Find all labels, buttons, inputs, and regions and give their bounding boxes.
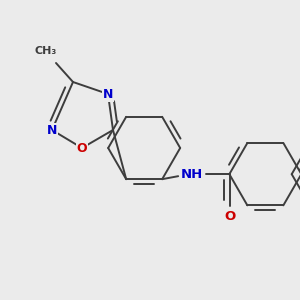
- Text: O: O: [77, 142, 87, 154]
- Text: NH: NH: [181, 168, 203, 181]
- Text: N: N: [103, 88, 113, 100]
- Text: N: N: [47, 124, 57, 136]
- Text: CH₃: CH₃: [35, 46, 57, 56]
- Text: O: O: [225, 210, 236, 223]
